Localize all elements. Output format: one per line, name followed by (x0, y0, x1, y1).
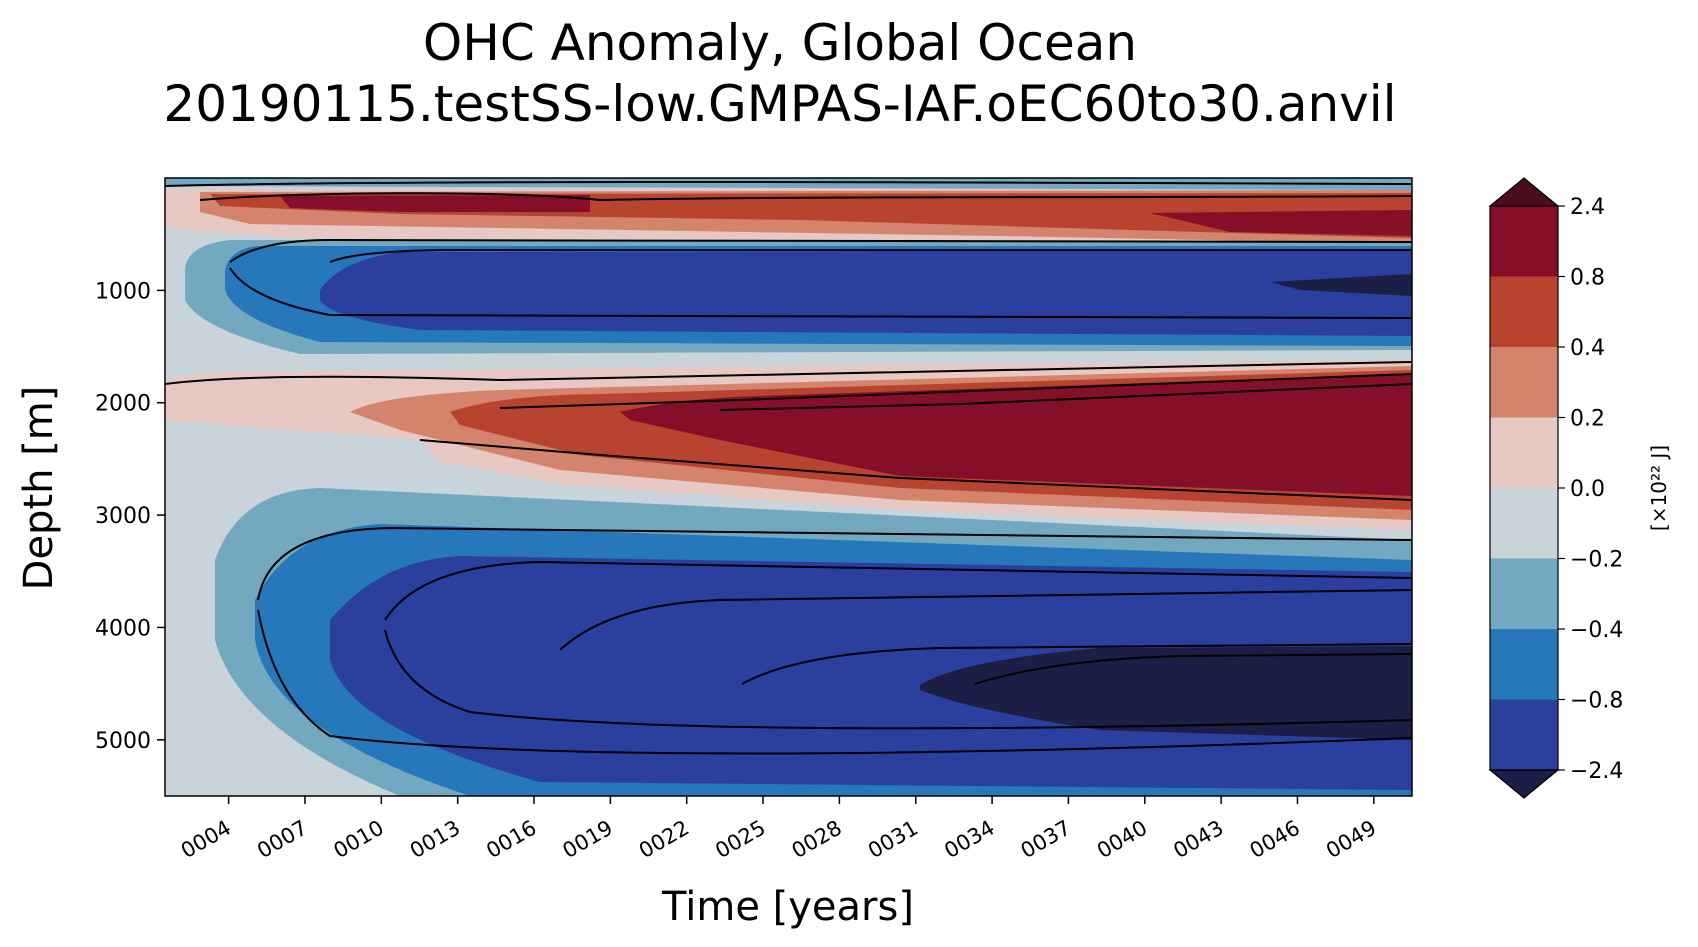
x-tick-label: 0010 (330, 816, 388, 864)
colorbar-segment (1490, 488, 1558, 559)
x-tick-label: 0049 (1322, 816, 1380, 864)
contour-line (499, 373, 1412, 409)
contour-line (229, 267, 1412, 319)
x-tick-label: 0031 (864, 816, 922, 864)
colorbar-tick-label: −0.4 (1570, 618, 1623, 643)
colorbar-tick-label: −0.8 (1570, 689, 1623, 714)
x-tick-label: 0028 (788, 816, 846, 864)
surface-warm-region-peak-late (1150, 210, 1412, 236)
x-axis-ticks: 0004 0007 0010 0013 0016 0019 0022 0025 0028 0031… (177, 796, 1380, 863)
y-tick-label: 4000 (95, 616, 151, 641)
colorbar-tick-label: 0.0 (1570, 477, 1605, 502)
colorbar-segment (1490, 558, 1558, 629)
colorbar-tick-label: −0.2 (1570, 548, 1623, 573)
deep-cool-core (920, 646, 1412, 740)
colorbar-extend-max (1488, 177, 1560, 207)
x-tick-label: 0016 (482, 816, 540, 864)
deep-cool-inner (330, 556, 1412, 790)
contour-line (419, 439, 1412, 501)
colorbar-segment (1490, 417, 1558, 488)
y-tick-label: 3000 (95, 504, 151, 529)
x-tick-label: 0004 (177, 816, 235, 864)
x-tick-label: 0013 (406, 816, 464, 864)
colorbar-label: [×10²² J] (1647, 445, 1671, 531)
surface-warm-region-peak (280, 195, 590, 212)
x-tick-label: 0037 (1017, 816, 1075, 864)
y-tick-label: 2000 (95, 392, 151, 417)
x-tick-label: 0007 (253, 816, 311, 864)
colorbar-segment (1490, 699, 1558, 770)
colorbar-tick-label: −2.4 (1570, 759, 1623, 784)
contour-line (384, 560, 1412, 621)
contour-plot-area (165, 178, 1412, 796)
contour-line (165, 361, 1412, 385)
upper-cool-core (1270, 274, 1412, 296)
y-tick-label: 5000 (95, 729, 151, 754)
contour-lines (165, 181, 1412, 755)
colorbar-tick-label: 0.4 (1570, 336, 1605, 361)
y-tick-label: 1000 (95, 279, 151, 304)
chart-title: OHC Anomaly, Global Ocean (423, 14, 1137, 72)
x-tick-label: 0034 (940, 816, 998, 864)
contour-line (329, 249, 1412, 263)
colorbar-tick-label: 2.4 (1570, 195, 1605, 220)
contour-line (199, 192, 1412, 202)
contour-line (974, 653, 1412, 685)
contour-line (719, 383, 1412, 411)
colorbar-tick-label: 0.8 (1570, 266, 1605, 291)
colorbar-segment (1490, 629, 1558, 700)
contour-line (257, 609, 1412, 755)
x-axis-label: Time [years] (661, 884, 914, 930)
contour-line (741, 643, 1412, 685)
plot-frame (164, 177, 1413, 797)
y-axis-ticks: 1000 2000 3000 4000 5000 (95, 279, 165, 754)
y-axis-label: Depth [m] (16, 386, 62, 591)
upper-cool-inner (320, 250, 1412, 336)
colorbar-tick-label: 0.2 (1570, 407, 1605, 432)
contour-line (165, 181, 1412, 187)
x-tick-label: 0019 (559, 816, 617, 864)
x-tick-label: 0025 (711, 816, 769, 864)
x-tick-label: 0043 (1169, 816, 1227, 864)
contour-line (229, 238, 1412, 263)
colorbar-segment (1490, 276, 1558, 347)
contour-line (384, 629, 1412, 730)
x-tick-label: 0046 (1246, 816, 1304, 864)
colorbar-extend-min (1488, 769, 1560, 799)
colorbar: −2.4 −0.8 −0.4 −0.2 0.0 0.2 0.4 0.8 2.4 (1488, 177, 1623, 799)
contour-line (257, 526, 1412, 601)
surface-mixed-strip (165, 178, 1412, 190)
colorbar-segment (1490, 347, 1558, 418)
chart-subtitle: 20190115.testSS-low.GMPAS-IAF.oEC60to30.… (163, 75, 1396, 133)
x-tick-label: 0040 (1093, 816, 1151, 864)
contour-line (559, 589, 1412, 651)
intermediate-warm-core (620, 374, 1412, 496)
x-tick-label: 0022 (635, 816, 693, 864)
colorbar-segment (1490, 206, 1558, 277)
